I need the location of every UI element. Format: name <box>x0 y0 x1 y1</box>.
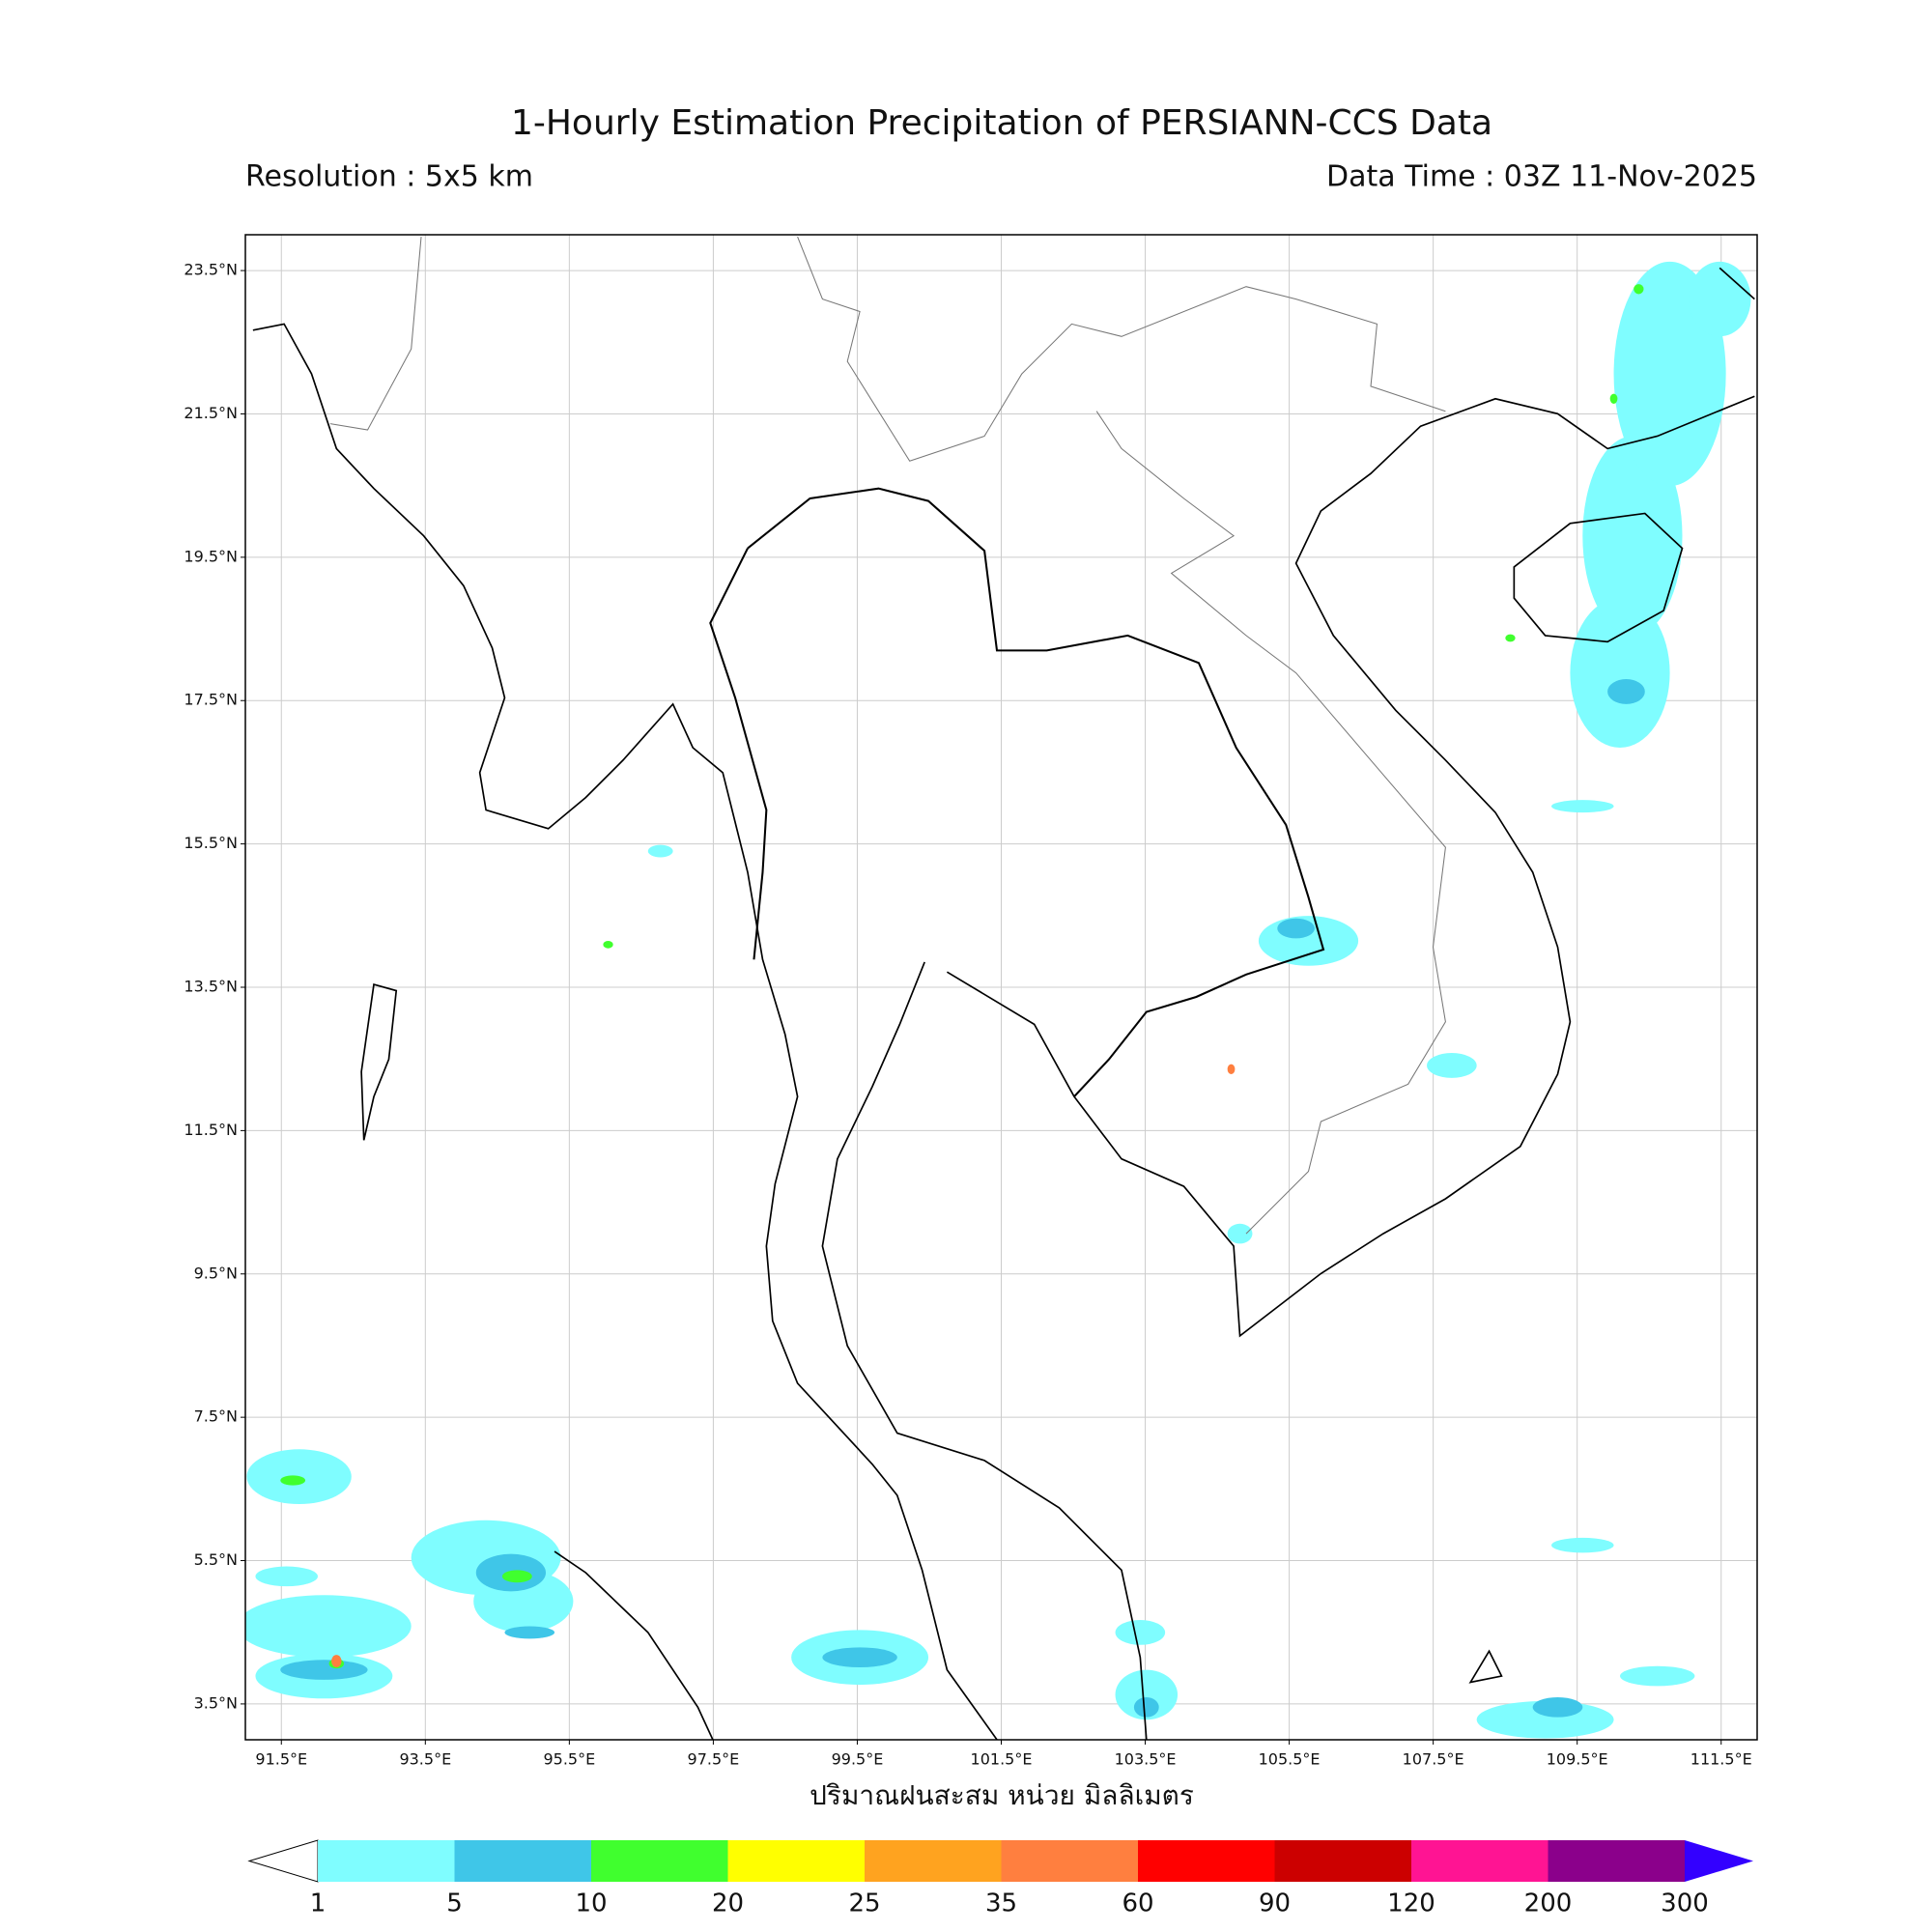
y-tick-label: 5.5°N <box>194 1550 238 1569</box>
y-tick-label: 7.5°N <box>194 1407 238 1426</box>
x-tick-label: 93.5°E <box>399 1750 451 1769</box>
x-tick-label: 101.5°E <box>971 1750 1033 1769</box>
title: 1-Hourly Estimation Precipitation of PER… <box>511 103 1492 143</box>
x-tick-label: 99.5°E <box>832 1750 884 1769</box>
colorbar-under <box>247 1839 319 1883</box>
subtitle-right: Data Time : 03Z 11-Nov-2025 <box>1326 160 1757 194</box>
colorbar-tick-label: 20 <box>712 1889 744 1918</box>
colorbar-segment <box>1548 1840 1685 1882</box>
colorbar-tick-label: 200 <box>1524 1889 1573 1918</box>
colorbar-tick-label: 25 <box>848 1889 880 1918</box>
x-tick-label: 107.5°E <box>1403 1750 1464 1769</box>
colorbar: 1 5 10 20 25 35 60 90 120 200 300 <box>247 1839 1753 1918</box>
colorbar-tick-label: 5 <box>446 1889 463 1918</box>
colorbar-tick-label: 1 <box>310 1889 327 1918</box>
x-axis-label: ปริมาณฝนสะสม หน่วย มิลลิเมตร <box>810 1779 1194 1811</box>
y-tick-label: 19.5°N <box>184 547 238 565</box>
colorbar-tick-label: 120 <box>1387 1889 1435 1918</box>
x-tick-label: 109.5°E <box>1547 1750 1608 1769</box>
precipitation <box>245 261 1751 1739</box>
colorbar-tick-label: 90 <box>1259 1889 1291 1918</box>
colorbar-segment <box>318 1840 455 1882</box>
x-tick-label: 97.5°E <box>688 1750 740 1769</box>
subtitle-left: Resolution : 5x5 km <box>245 160 533 194</box>
colorbar-over <box>1685 1840 1753 1882</box>
y-tick-label: 15.5°N <box>184 834 238 852</box>
y-tick-label: 21.5°N <box>184 404 238 422</box>
y-tick-label: 23.5°N <box>184 261 238 279</box>
colorbar-segment <box>1274 1840 1411 1882</box>
map-layer <box>245 236 1755 1740</box>
colorbar-segment <box>727 1840 865 1882</box>
colorbar-tick-label: 60 <box>1122 1889 1153 1918</box>
y-tick-label: 11.5°N <box>184 1121 238 1139</box>
x-tick-label: 91.5°E <box>255 1750 307 1769</box>
colorbar-segment <box>454 1840 591 1882</box>
x-tick-label: 103.5°E <box>1115 1750 1177 1769</box>
colorbar-segment <box>591 1840 728 1882</box>
colorbar-segment <box>1138 1840 1275 1882</box>
colorbar-segment <box>865 1840 1002 1882</box>
axis-ticks: 91.5°E 93.5°E 95.5°E 97.5°E 99.5°E 101.5°E 103… <box>184 261 1751 1769</box>
colorbar-tick-label: 35 <box>985 1889 1017 1918</box>
y-tick-label: 17.5°N <box>184 691 238 709</box>
coastlines <box>252 236 1755 1740</box>
colorbar-tick-label: 10 <box>575 1889 607 1918</box>
x-tick-label: 105.5°E <box>1259 1750 1321 1769</box>
x-tick-label: 95.5°E <box>543 1750 595 1769</box>
y-tick-label: 3.5°N <box>194 1693 238 1712</box>
x-tick-label: 111.5°E <box>1690 1750 1752 1769</box>
grid <box>245 235 1757 1740</box>
y-tick-label: 9.5°N <box>194 1264 238 1282</box>
colorbar-segment <box>1001 1840 1138 1882</box>
colorbar-segment <box>1411 1840 1548 1882</box>
y-tick-label: 13.5°N <box>184 978 238 996</box>
colorbar-tick-label: 300 <box>1661 1889 1709 1918</box>
